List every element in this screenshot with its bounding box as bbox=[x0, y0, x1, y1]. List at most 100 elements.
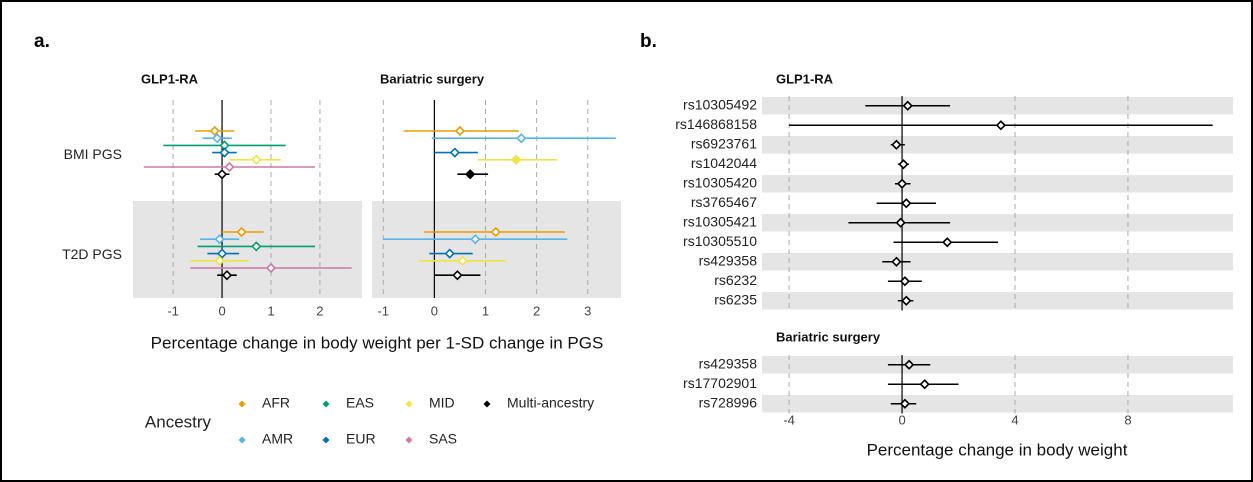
point bbox=[901, 295, 912, 306]
point bbox=[214, 234, 225, 245]
point bbox=[444, 248, 455, 259]
point bbox=[465, 169, 476, 180]
row-band bbox=[762, 292, 1233, 310]
panel-b-label: b. bbox=[640, 31, 657, 52]
point bbox=[899, 398, 911, 409]
facet-title: GLP1-RA bbox=[776, 71, 834, 86]
row-band bbox=[762, 175, 1233, 193]
row-band bbox=[762, 214, 1233, 232]
point bbox=[891, 139, 902, 150]
row-band bbox=[762, 253, 1233, 271]
facet-title: Bariatric surgery bbox=[776, 329, 881, 344]
y-tick-label: rs17702901 bbox=[683, 375, 757, 391]
y-tick-label: rs3765467 bbox=[691, 194, 757, 210]
legend-title: Ancestry bbox=[145, 412, 212, 431]
y-tick-label: rs6923761 bbox=[691, 135, 757, 151]
x-tick-label: -1 bbox=[167, 303, 179, 318]
legend-label: MID bbox=[429, 395, 455, 411]
point bbox=[251, 154, 262, 165]
y-tick-label: rs1042044 bbox=[691, 155, 757, 171]
y-tick-label: BMI PGS bbox=[64, 146, 122, 162]
x-tick-label: 8 bbox=[1124, 412, 1131, 427]
x-tick-label: -1 bbox=[377, 303, 389, 318]
point bbox=[902, 100, 913, 111]
point bbox=[265, 262, 277, 274]
legend-label: SAS bbox=[429, 431, 457, 447]
y-tick-label: rs429358 bbox=[699, 355, 758, 371]
legend-label: AFR bbox=[262, 395, 290, 411]
point bbox=[942, 237, 953, 248]
point bbox=[452, 270, 463, 281]
point bbox=[995, 120, 1007, 131]
legend-key bbox=[405, 400, 413, 408]
x-tick-label: 1 bbox=[482, 303, 489, 318]
x-tick-label: 2 bbox=[533, 303, 540, 318]
row-band bbox=[762, 97, 1233, 115]
point bbox=[454, 125, 466, 137]
panel-a-label: a. bbox=[34, 31, 50, 52]
legend-label: AMR bbox=[262, 431, 293, 447]
point bbox=[891, 256, 902, 267]
x-tick-label: 0 bbox=[898, 412, 905, 427]
point bbox=[214, 255, 225, 266]
point bbox=[236, 226, 247, 238]
x-tick-label: 0 bbox=[431, 303, 438, 318]
point bbox=[216, 169, 228, 180]
point bbox=[457, 255, 468, 266]
y-tick-label: rs10305510 bbox=[683, 233, 757, 249]
x-axis-label: Percentage change in body weight per 1-S… bbox=[151, 333, 604, 352]
point bbox=[896, 178, 908, 189]
point bbox=[899, 276, 911, 287]
point bbox=[898, 159, 909, 170]
row-band bbox=[762, 356, 1233, 374]
point bbox=[919, 379, 930, 390]
legend-label: Multi-ancestry bbox=[507, 395, 594, 411]
legend-label: EUR bbox=[346, 431, 376, 447]
legend-key bbox=[322, 436, 330, 444]
row-band bbox=[372, 201, 621, 298]
x-tick-label: 1 bbox=[267, 303, 274, 318]
x-tick-label: 2 bbox=[316, 303, 323, 318]
y-tick-label: rs6235 bbox=[714, 291, 757, 307]
row-band bbox=[762, 395, 1233, 413]
y-tick-label: rs10305420 bbox=[683, 174, 757, 190]
y-tick-label: rs429358 bbox=[699, 252, 758, 268]
point bbox=[216, 248, 228, 259]
point bbox=[901, 198, 912, 209]
y-tick-label: rs728996 bbox=[699, 394, 758, 410]
x-axis-label: Percentage change in body weight bbox=[867, 440, 1128, 459]
legend-key bbox=[405, 436, 413, 444]
x-tick-label: 3 bbox=[584, 303, 591, 318]
point bbox=[251, 241, 262, 252]
point bbox=[212, 133, 223, 144]
facet-title: Bariatric surgery bbox=[380, 71, 485, 86]
x-tick-label: -4 bbox=[783, 412, 795, 427]
point bbox=[449, 147, 460, 158]
point bbox=[490, 226, 501, 238]
point bbox=[903, 359, 915, 370]
legend-label: EAS bbox=[346, 395, 374, 411]
row-band bbox=[133, 201, 362, 298]
legend-key bbox=[238, 436, 246, 444]
point bbox=[895, 217, 906, 228]
y-tick-label: rs146868158 bbox=[675, 116, 757, 132]
legend-key bbox=[322, 400, 330, 408]
point bbox=[470, 234, 481, 245]
point bbox=[209, 125, 220, 137]
x-tick-label: 0 bbox=[218, 303, 225, 318]
point bbox=[516, 133, 527, 144]
y-tick-label: rs10305492 bbox=[683, 96, 757, 112]
point bbox=[511, 154, 522, 165]
point bbox=[221, 270, 233, 281]
y-tick-label: rs10305421 bbox=[683, 213, 757, 229]
facet-title: GLP1-RA bbox=[141, 71, 199, 86]
point bbox=[219, 147, 230, 158]
point bbox=[224, 161, 235, 173]
y-tick-label: T2D PGS bbox=[62, 246, 122, 262]
y-tick-label: rs6232 bbox=[714, 272, 757, 288]
row-band bbox=[762, 136, 1233, 154]
x-tick-label: 4 bbox=[1011, 412, 1018, 427]
legend-key bbox=[483, 400, 491, 408]
